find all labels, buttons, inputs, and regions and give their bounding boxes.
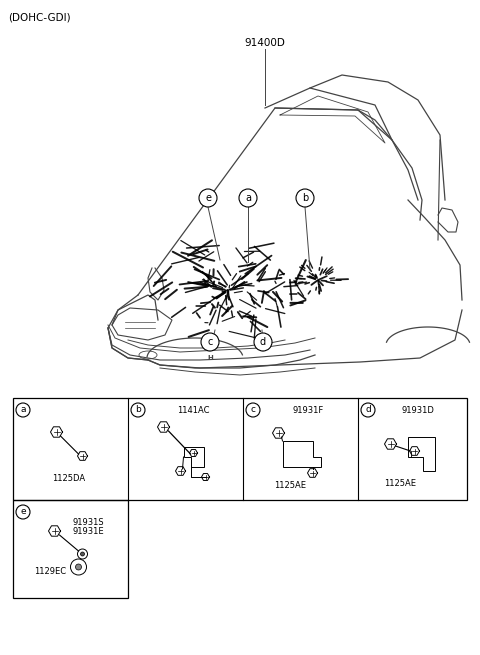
Text: 1125AE: 1125AE — [384, 479, 417, 488]
Circle shape — [239, 189, 257, 207]
Circle shape — [16, 505, 30, 519]
Circle shape — [131, 403, 145, 417]
Text: 1125DA: 1125DA — [52, 474, 85, 483]
Circle shape — [296, 189, 314, 207]
Text: e: e — [205, 193, 211, 203]
Text: 91931E: 91931E — [72, 527, 104, 536]
Text: 1125AE: 1125AE — [275, 481, 307, 490]
Circle shape — [254, 333, 272, 351]
Text: e: e — [20, 508, 26, 517]
Text: b: b — [302, 193, 308, 203]
Circle shape — [199, 189, 217, 207]
Text: (DOHC-GDI): (DOHC-GDI) — [8, 12, 71, 22]
Text: 91931S: 91931S — [72, 518, 104, 527]
Text: 1129EC: 1129EC — [35, 567, 67, 576]
Text: a: a — [20, 405, 26, 415]
Circle shape — [246, 403, 260, 417]
Circle shape — [81, 552, 84, 556]
Text: c: c — [251, 405, 255, 415]
Text: H: H — [207, 355, 213, 361]
Circle shape — [75, 564, 82, 570]
Text: 91931F: 91931F — [293, 406, 324, 415]
Text: d: d — [260, 337, 266, 347]
Circle shape — [201, 333, 219, 351]
Text: c: c — [207, 337, 213, 347]
Text: b: b — [135, 405, 141, 415]
Circle shape — [16, 403, 30, 417]
Bar — [13, 500, 128, 598]
Text: 91400D: 91400D — [245, 38, 286, 48]
Text: a: a — [245, 193, 251, 203]
Text: 1141AC: 1141AC — [177, 406, 210, 415]
Text: 91931D: 91931D — [401, 406, 434, 415]
Bar — [13, 398, 467, 500]
Circle shape — [361, 403, 375, 417]
Text: d: d — [365, 405, 371, 415]
